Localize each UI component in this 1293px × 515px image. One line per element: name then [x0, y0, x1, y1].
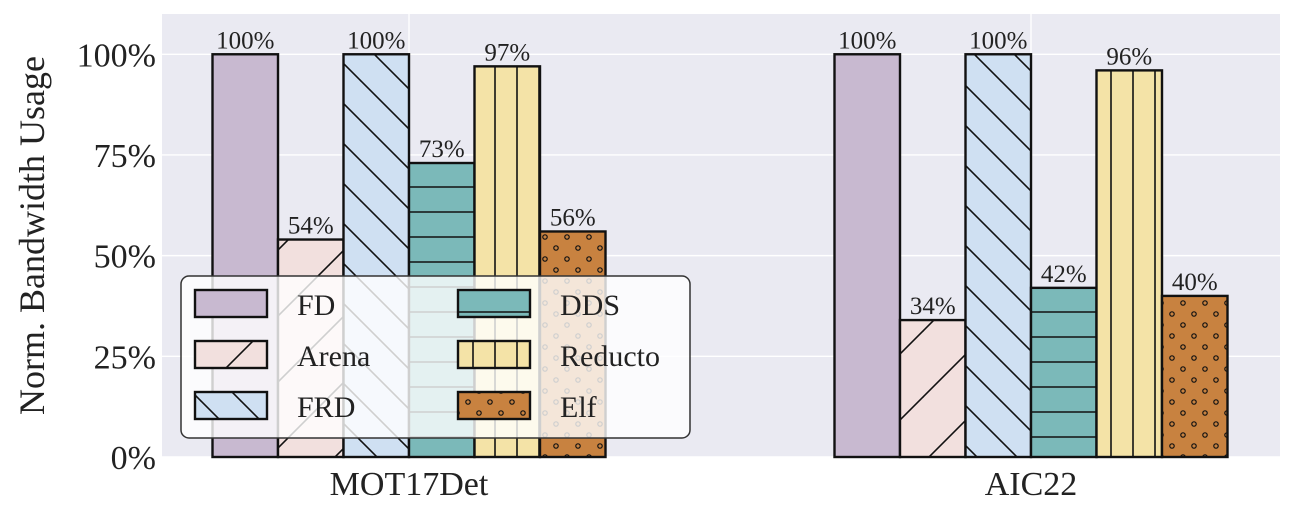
legend: FD Arena FRD DDS Reducto Elf — [180, 275, 691, 439]
legend-swatch-outline-elf — [456, 390, 532, 421]
x-tick-label: AIC22 — [985, 466, 1078, 503]
y-tick-label: 0% — [111, 440, 156, 477]
legend-label-reducto: Reducto — [560, 340, 660, 373]
bar-fd — [834, 54, 900, 457]
data-label-reducto: 97% — [484, 39, 530, 66]
legend-label-dds: DDS — [560, 289, 620, 322]
legend-swatch-pattern-dds — [458, 290, 530, 317]
y-tick-label: 25% — [94, 339, 156, 376]
legend-swatch-pattern-frd — [195, 392, 267, 419]
legend-swatch-pattern-reducto — [458, 341, 530, 368]
data-label-arena: 54% — [288, 213, 334, 240]
legend-swatch-outline-reducto — [456, 339, 532, 370]
data-label-dds: 73% — [419, 136, 465, 163]
legend-swatch-outline-frd — [193, 390, 269, 421]
legend-box — [180, 275, 691, 439]
bar-outline-frd — [964, 53, 1033, 459]
bar-pattern-reducto — [1096, 70, 1162, 457]
data-label-elf: 40% — [1172, 269, 1218, 296]
data-label-fd: 100% — [838, 27, 896, 54]
bar-pattern-frd — [965, 54, 1031, 457]
legend-swatch-outline-arena — [193, 339, 269, 370]
y-axis-ticks: 0% 25% 50% 75% 100% — [77, 37, 156, 477]
data-label-dds: 42% — [1041, 261, 1087, 288]
data-label-fd: 100% — [216, 27, 274, 54]
legend-label-frd: FRD — [297, 391, 355, 424]
y-axis-label: Norm. Bandwidth Usage — [12, 56, 52, 415]
bar-pattern-elf — [1162, 295, 1228, 457]
y-tick-label: 75% — [94, 138, 156, 175]
bar-outline-fd — [833, 53, 902, 459]
legend-label-arena: Arena — [297, 340, 370, 373]
data-label-frd: 100% — [969, 27, 1027, 54]
data-label-reducto: 96% — [1106, 43, 1152, 70]
x-tick-label: MOT17Det — [330, 466, 489, 503]
data-label-elf: 56% — [550, 204, 596, 231]
y-tick-label: 50% — [94, 239, 156, 276]
data-labels: 100% 54% 100% 73% 97% 56% 100% 34% 100% 42% 96% 40% — [216, 27, 1218, 320]
legend-swatch-pattern-elf — [458, 392, 530, 419]
legend-swatch-outline-fd — [193, 288, 269, 319]
data-label-arena: 34% — [910, 293, 956, 320]
bar-outline-reducto — [1095, 69, 1164, 459]
bar-pattern-arena — [900, 320, 966, 457]
legend-swatch-fd — [195, 290, 267, 317]
bar-pattern-dds — [1031, 287, 1097, 457]
legend-label-elf: Elf — [560, 391, 597, 424]
bar-outline-elf — [1160, 294, 1229, 459]
data-label-frd: 100% — [347, 27, 405, 54]
legend-swatch-pattern-arena — [195, 341, 267, 368]
legend-swatch-outline-dds — [456, 288, 532, 319]
x-axis-ticks: MOT17Det AIC22 — [330, 466, 1078, 503]
y-tick-label: 100% — [77, 37, 156, 74]
legend-label-fd: FD — [297, 289, 335, 322]
